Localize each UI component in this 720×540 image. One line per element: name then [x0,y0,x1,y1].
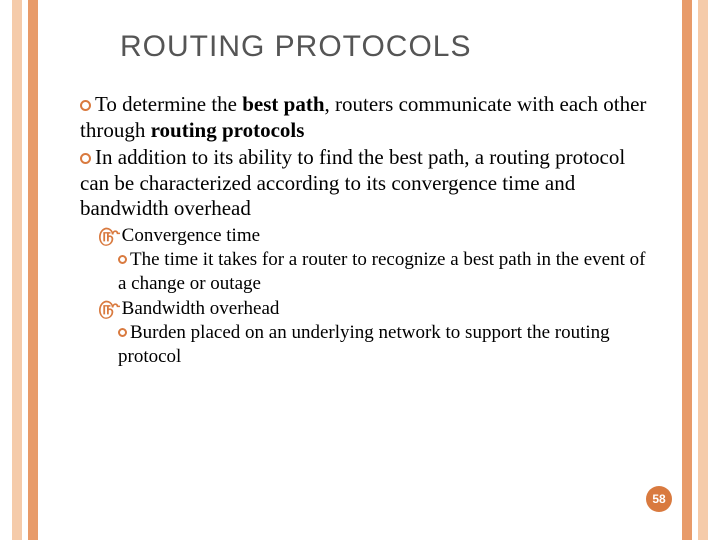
bullet-1: To determine the best path, routers comm… [80,92,650,143]
left-stripe-dark [28,0,38,540]
sub-bullet-2: ௹Bandwidth overhead [98,297,650,321]
ring-bullet-icon [80,153,91,164]
s1a-text: The time it takes for a router to recogn… [118,249,645,294]
slide-title: ROUTING PROTOCOLS [120,30,660,64]
bullet-1-text: To determine the best path, routers comm… [80,92,646,142]
slide-content: ROUTING PROTOCOLS To determine the best … [60,30,660,369]
s1-text: Convergence time [122,225,260,246]
swirl-bullet-icon: ௹ [98,297,120,320]
sub-sub-bullet-1: The time it takes for a router to recogn… [118,248,650,296]
sub-sub-bullet-2: Burden placed on an underlying network t… [118,321,650,369]
ring-bullet-icon [118,255,127,264]
page-number: 58 [652,492,665,506]
sub-bullet-1-text: ௹Convergence time [98,225,260,246]
swirl-bullet-icon: ௹ [98,224,120,247]
b1-bold1: best path [242,92,324,116]
right-stripe-light [698,0,708,540]
sub-bullet-2-text: ௹Bandwidth overhead [98,298,279,319]
bullet-2: In addition to its ability to find the b… [80,145,650,222]
sub-sub-bullet-1-text: The time it takes for a router to recogn… [118,249,645,294]
b1-bold2: routing protocols [151,118,305,142]
b2-text: In addition to its ability to find the b… [80,145,625,220]
b1-pre: To determine the [95,92,242,116]
s2a-text: Burden placed on an underlying network t… [118,322,610,367]
left-stripe-light [12,0,22,540]
sub-bullet-1: ௹Convergence time [98,224,650,248]
page-number-badge: 58 [646,486,672,512]
ring-bullet-icon [118,328,127,337]
ring-bullet-icon [80,100,91,111]
right-stripe-dark [682,0,692,540]
sub-sub-bullet-2-text: Burden placed on an underlying network t… [118,322,610,367]
s2-text: Bandwidth overhead [122,298,280,319]
bullet-2-text: In addition to its ability to find the b… [80,145,625,220]
